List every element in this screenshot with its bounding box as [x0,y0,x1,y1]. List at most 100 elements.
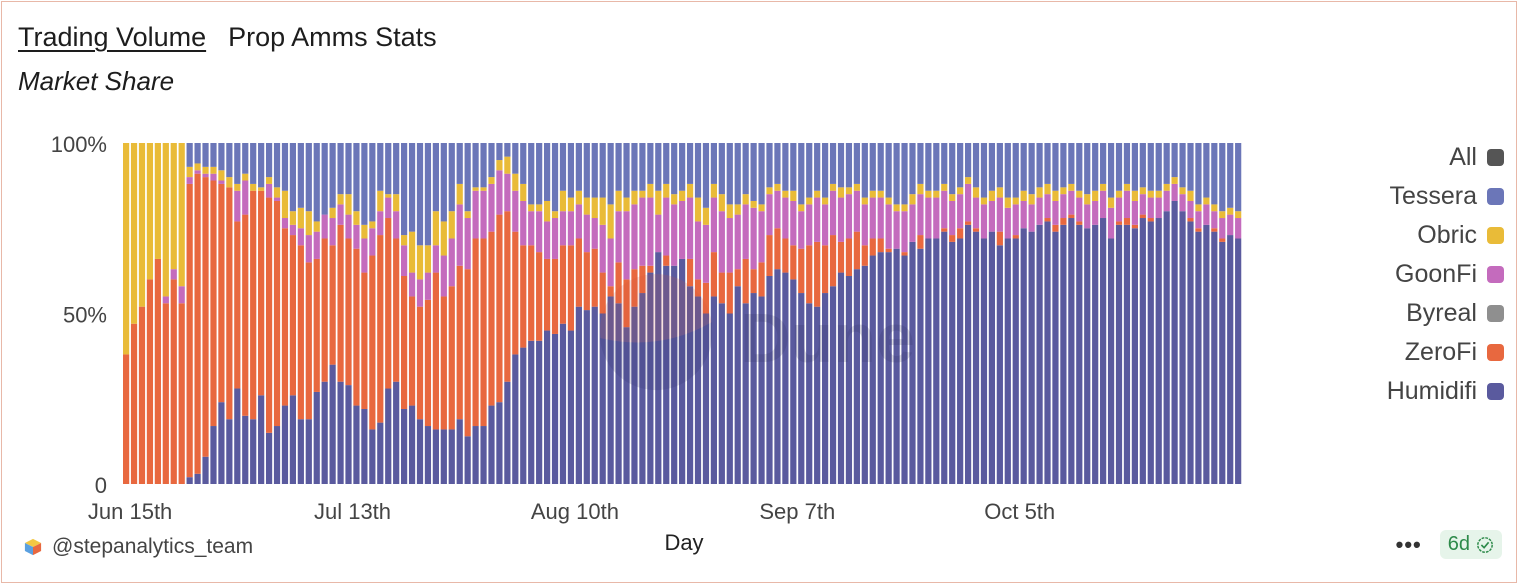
bar-segment-goonfi [496,170,503,215]
bar-segment-humidifi [837,272,845,484]
bar-segment-obric [146,143,154,280]
bar-segment-tessera [822,143,829,198]
bar-segment-humidifi [1004,238,1011,484]
bar-segment-humidifi [1044,221,1051,484]
more-options-button[interactable]: ••• [1395,531,1422,557]
bar-segment-zerofi [710,252,717,297]
bar-segment-humidifi [559,323,567,484]
bar-segment-humidifi [361,408,368,484]
bar-segment-tessera [925,143,932,191]
bar-segment-obric [1131,190,1138,201]
bar-segment-tessera [758,143,765,205]
bar-segment-humidifi [1227,235,1234,484]
bar-segment-goonfi [543,221,551,259]
bar-segment-humidifi [853,269,860,484]
bar-segment-tessera [1235,143,1242,212]
bar-segment-goonfi [607,238,614,287]
bar-segment-humidifi [202,456,209,484]
bar-segment-obric [337,194,344,205]
bar-segment-obric [385,194,392,198]
bar-segment-humidifi [194,473,201,484]
legend-item-byreal[interactable]: Byreal [1406,299,1504,328]
bar-segment-obric [679,190,686,201]
bar-segment-zerofi [353,248,360,406]
author-name[interactable]: @stepanalytics_team [52,535,254,558]
bar-segment-humidifi [909,241,916,484]
bar-segment-zerofi [1211,228,1218,232]
bar-segment-zerofi [877,238,884,253]
bar-segment-goonfi [988,200,996,232]
bar-segment-obric [528,204,535,212]
bar-segment-goonfi [583,214,590,253]
bar-segment-zerofi [829,235,837,287]
watermark-logo [600,274,712,386]
bar-segment-obric [194,163,201,171]
bar-segment-obric [671,194,678,205]
legend-item-humidifi[interactable]: Humidifi [1387,377,1504,406]
legend-swatch [1487,305,1504,322]
bar-segment-humidifi [313,391,320,484]
bar-segment-tessera [242,143,249,174]
bar-segment-zerofi [806,245,813,304]
bar-segment-goonfi [679,200,686,259]
bar-segment-obric [774,183,781,191]
bar-segment-tessera [1163,143,1170,184]
bar-segment-humidifi [901,255,908,484]
bar-segment-tessera [385,143,392,195]
bar-segment-obric [170,143,177,270]
bar-segment-tessera [567,143,575,198]
bar-segment-tessera [877,143,884,191]
bar-segment-obric [1171,177,1178,184]
bar-segment-goonfi [1076,197,1083,222]
bar-segment-goonfi [726,218,733,273]
bar-segment-tessera [265,143,273,178]
bar-segment-zerofi [686,258,694,287]
bar-segment-tessera [329,143,336,208]
bar-segment-goonfi [734,214,741,270]
bar-segment-zerofi [734,269,741,287]
bar-segment-tessera [1227,143,1234,208]
bar-segment-humidifi [917,248,924,484]
bar-segment-obric [504,156,511,174]
bar-segment-tessera [1187,143,1194,191]
bar-segment-zerofi [297,245,304,420]
tab-trading-volume[interactable]: Trading Volume [18,22,207,52]
legend-item-all[interactable]: All [1449,143,1504,172]
bar-segment-goonfi [694,221,702,280]
bar-segment-obric [814,190,821,198]
bar-segment-zerofi [313,258,320,392]
tab-prop-amms-stats[interactable]: Prop Amms Stats [228,22,437,52]
bar-segment-zerofi [1076,221,1083,225]
bar-segment-goonfi [416,279,424,307]
bar-segment-obric [964,177,972,184]
bar-segment-humidifi [456,419,463,484]
bar-segment-goonfi [512,190,519,232]
bar-segment-obric [1211,204,1218,212]
bar-segment-zerofi [766,235,773,276]
bar-segment-tessera [305,143,312,212]
bar-segment-humidifi [305,419,312,484]
bar-segment-tessera [631,143,638,191]
legend-item-zerofi[interactable]: ZeroFi [1405,338,1504,367]
legend-item-tessera[interactable]: Tessera [1389,182,1504,211]
bar-segment-obric [710,183,717,198]
bar-segment-humidifi [877,252,884,484]
bar-segment-obric [1036,187,1043,198]
bar-segment-tessera [480,143,487,188]
legend-item-goonfi[interactable]: GoonFi [1395,260,1504,289]
bar-segment-goonfi [861,204,868,246]
bar-segment-goonfi [504,173,511,212]
bar-segment-tessera [440,143,447,222]
bar-segment-obric [591,197,598,219]
bar-segment-zerofi [901,252,908,256]
bar-segment-obric [877,190,884,198]
bar-segment-tessera [1171,143,1178,178]
legend-item-obric[interactable]: Obric [1417,221,1504,250]
bar-segment-humidifi [957,238,964,484]
bar-segment-goonfi [234,190,241,222]
bar-segment-obric [1195,204,1202,212]
bar-segment-goonfi [464,218,471,270]
bar-segment-tessera [432,143,439,212]
bar-segment-obric [750,200,757,208]
bar-segment-tessera [1044,143,1051,184]
